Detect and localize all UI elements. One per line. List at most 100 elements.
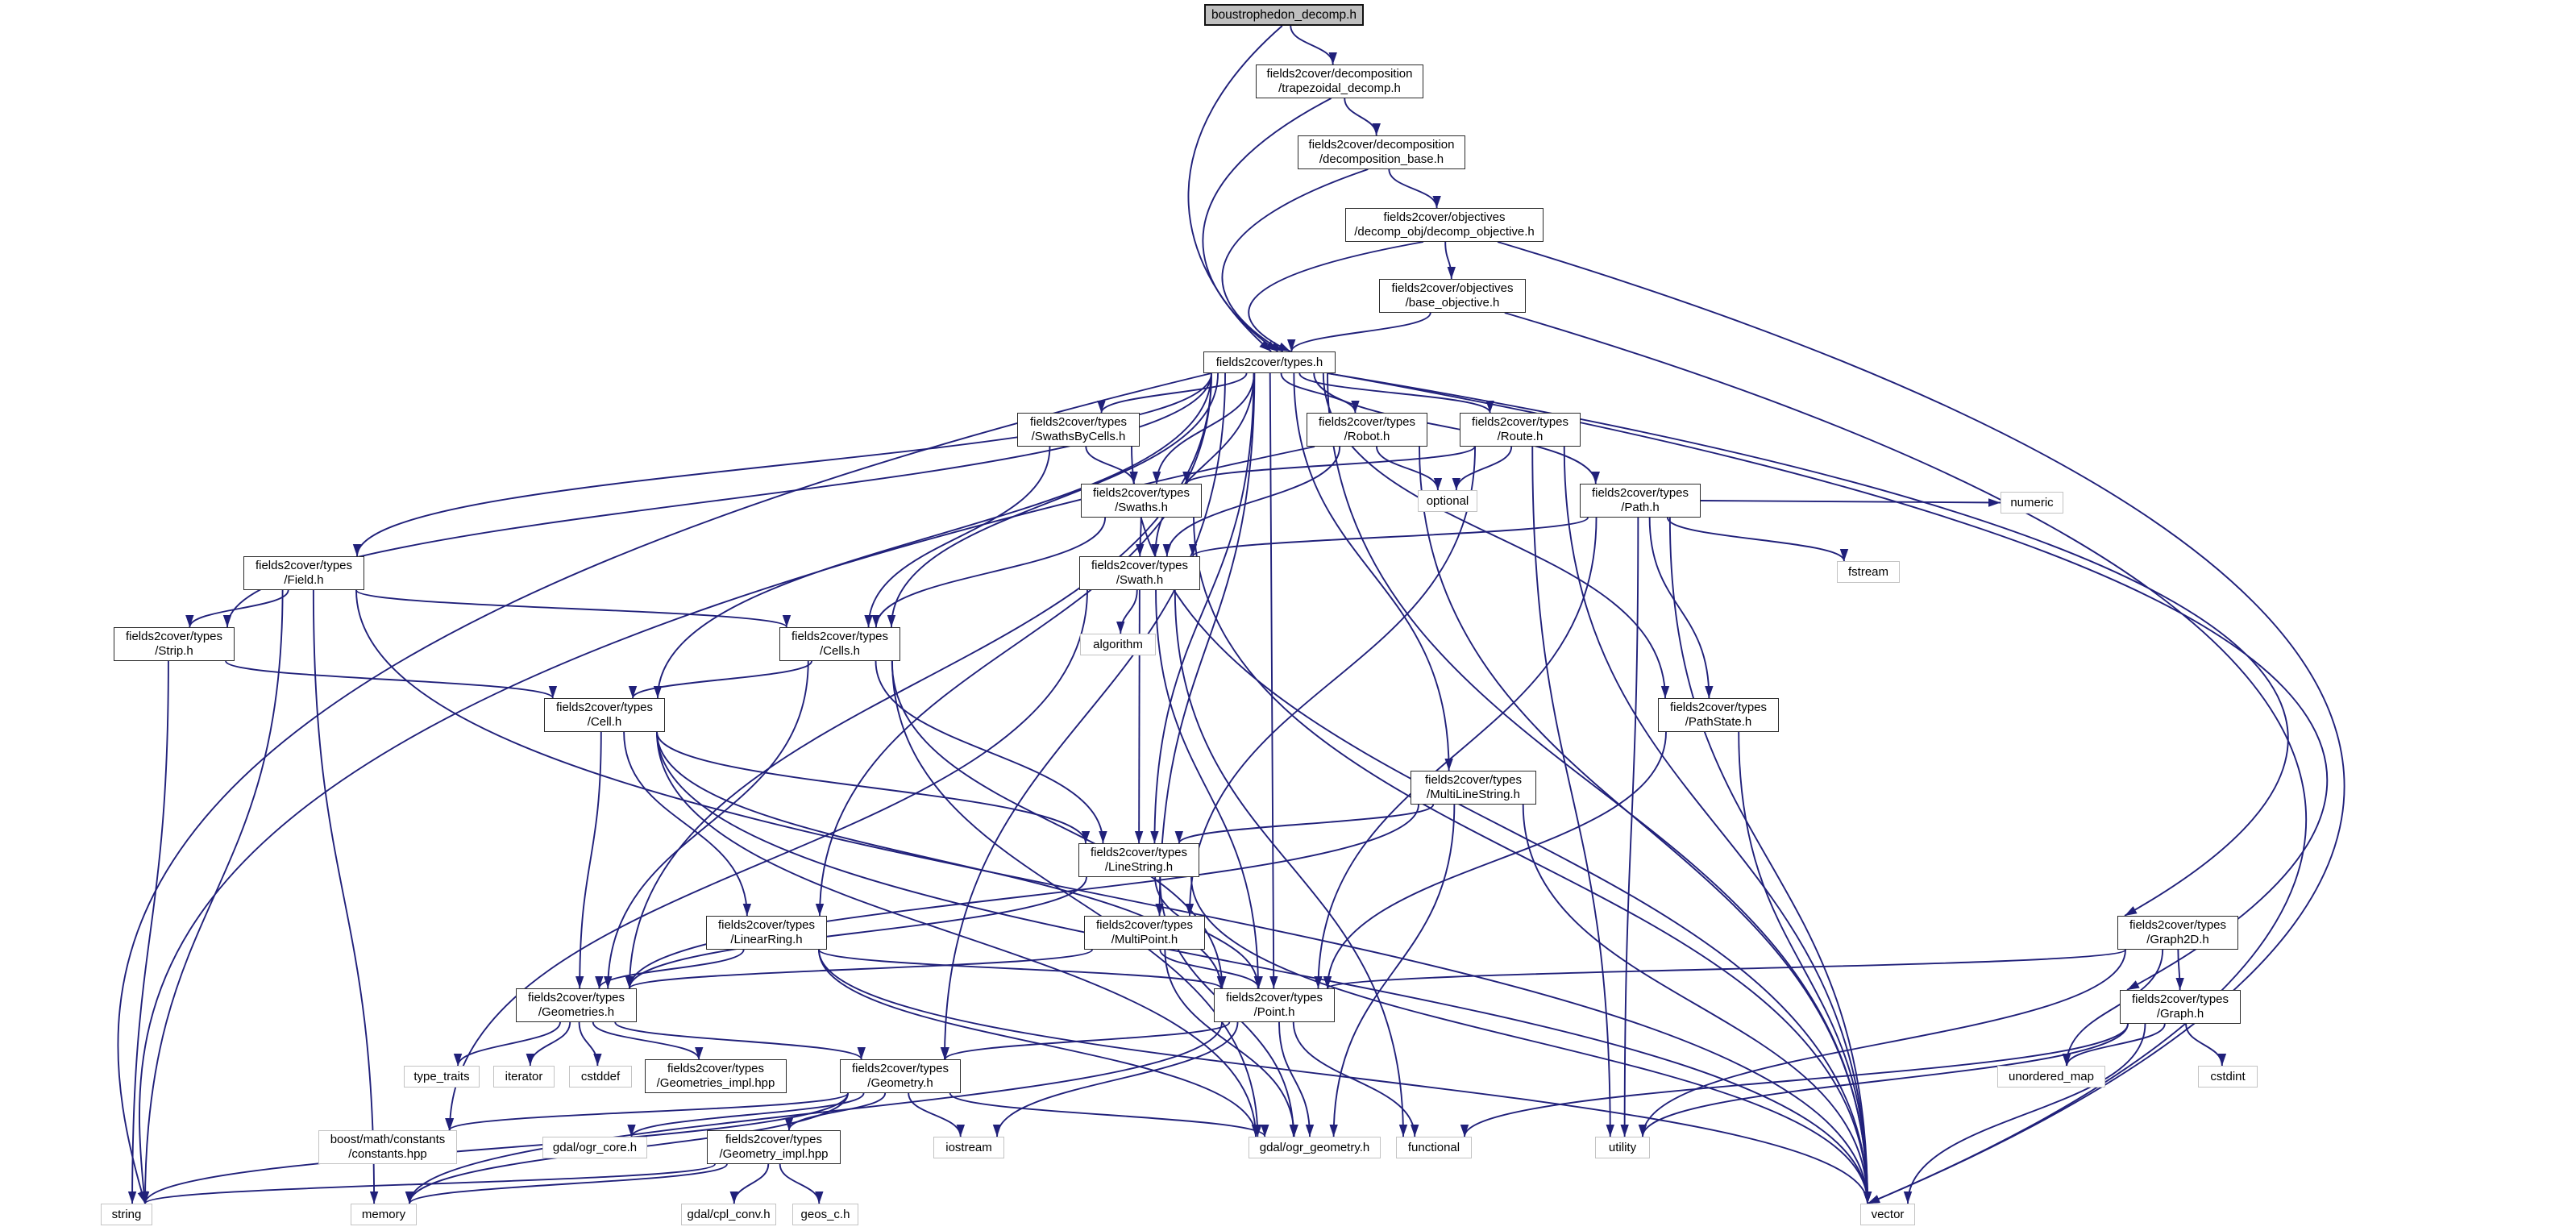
edge-point-memory <box>409 1021 1223 1204</box>
edge-arrowhead <box>2175 978 2184 990</box>
edge-decomp_obj-vector <box>1497 241 2345 1204</box>
graph-node-geometries_impl[interactable]: fields2cover/types/Geometries_impl.hpp <box>645 1059 787 1093</box>
graph-node-graph[interactable]: fields2cover/types/Graph.h <box>2120 990 2241 1024</box>
edge-arrowhead <box>1269 976 1278 988</box>
graph-node-root: boustrophedon_decomp.h <box>1204 4 1364 26</box>
graph-node-cells[interactable]: fields2cover/types/Cells.h <box>779 627 900 661</box>
node-label-line: fields2cover/types <box>791 630 889 643</box>
graph-node-types[interactable]: fields2cover/types.h <box>1203 351 1336 373</box>
edge-arrowhead <box>1174 831 1183 843</box>
edge-arrowhead <box>127 1191 137 1204</box>
graph-node-geos_c: geos_c.h <box>792 1204 858 1225</box>
node-label-line: fields2cover/types <box>1091 559 1189 572</box>
edge-arrowhead <box>1372 123 1381 135</box>
edge-arrowhead <box>2217 1054 2227 1066</box>
edge-arrowhead <box>1452 478 1460 490</box>
edge-arrowhead <box>1099 831 1107 843</box>
edge-graph-utility <box>1642 1023 2129 1137</box>
graph-node-cell[interactable]: fields2cover/types/Cell.h <box>544 698 665 732</box>
edge-root-trapezoidal <box>1290 25 1334 65</box>
edge-arrowhead <box>1290 1125 1298 1137</box>
edge-graph2d-point <box>1327 949 2126 989</box>
edge-types-swath <box>1154 372 1255 557</box>
node-label-line: functional <box>1407 1140 1460 1154</box>
edge-arrowhead <box>625 976 634 988</box>
edge-geometries-geometry <box>614 1021 862 1060</box>
graph-node-geometry_impl[interactable]: fields2cover/types/Geometry_impl.hpp <box>707 1130 841 1164</box>
graph-node-path[interactable]: fields2cover/types/Path.h <box>1580 484 1701 518</box>
node-label-line: vector <box>1871 1207 1905 1221</box>
graph-node-base_obj[interactable]: fields2cover/objectives/base_objective.h <box>1379 279 1526 313</box>
node-label-line: /SwathsByCells.h <box>1031 430 1126 443</box>
edge-arrowhead <box>1903 1191 1913 1204</box>
graph-node-decomp_base[interactable]: fields2cover/decomposition/decomposition… <box>1298 135 1465 169</box>
edge-cell-lring <box>623 731 748 917</box>
node-label-line: fields2cover/types <box>2131 992 2229 1006</box>
edge-route-utility <box>1531 446 1611 1137</box>
graph-node-swaths[interactable]: fields2cover/types/Swaths.h <box>1081 484 1202 518</box>
edge-field-string <box>144 589 284 1204</box>
edge-types-route <box>1298 372 1491 414</box>
edge-path-fstream <box>1667 517 1845 562</box>
graph-node-utility: utility <box>1595 1137 1650 1158</box>
node-label-line: /PathState.h <box>1685 715 1752 729</box>
edge-mls-geometries <box>629 804 1419 989</box>
node-label-line: fields2cover/decomposition <box>1308 138 1455 152</box>
node-label-line: unordered_map <box>2009 1069 2094 1083</box>
node-label-line: fields2cover/types <box>1029 415 1128 429</box>
graph-node-mls[interactable]: fields2cover/types/MultiLineString.h <box>1411 771 1536 805</box>
edge-mls-ogr_geometry <box>1332 804 1456 1137</box>
edge-swathsbycells-vector <box>1131 446 1868 1204</box>
graph-node-decomp_obj[interactable]: fields2cover/objectives/decomp_obj/decom… <box>1345 208 1544 242</box>
edge-arrowhead <box>1460 1125 1469 1137</box>
edge-arrowhead <box>1151 544 1160 556</box>
edge-arrowhead <box>1152 472 1161 484</box>
graph-node-point[interactable]: fields2cover/types/Point.h <box>1214 988 1335 1022</box>
graph-node-graph2d[interactable]: fields2cover/types/Graph2D.h <box>2117 916 2238 950</box>
graph-node-route[interactable]: fields2cover/types/Route.h <box>1460 413 1581 447</box>
edge-cell-ogr_geometry <box>656 731 1257 1137</box>
node-label-line: fields2cover/types <box>255 559 353 572</box>
edge-arrowhead <box>445 1118 454 1130</box>
graph-node-pathstate[interactable]: fields2cover/types/PathState.h <box>1658 698 1779 732</box>
edge-graph-vector <box>1907 1023 2146 1204</box>
node-label-line: fields2cover/types.h <box>1215 355 1323 369</box>
graph-node-field[interactable]: fields2cover/types/Field.h <box>243 556 364 590</box>
node-label-line: iostream <box>945 1140 992 1154</box>
edge-arrowhead <box>628 686 638 698</box>
edge-arrowhead <box>1447 267 1456 279</box>
edge-arrowhead <box>405 1191 414 1204</box>
graph-node-strip[interactable]: fields2cover/types/Strip.h <box>114 627 235 661</box>
graph-node-swathsbycells[interactable]: fields2cover/types/SwathsByCells.h <box>1017 413 1140 447</box>
edge-arrowhead <box>1136 544 1145 556</box>
node-label-line: /Graph.h <box>2156 1007 2204 1021</box>
graph-node-lring[interactable]: fields2cover/types/LinearRing.h <box>706 916 827 950</box>
edge-lring-point <box>818 949 1222 989</box>
edge-route-vector <box>1563 446 1868 1204</box>
edge-swath-functional <box>1174 589 1404 1137</box>
edge-mls-ls <box>1178 804 1435 844</box>
edge-arrowhead <box>2063 1054 2071 1066</box>
graph-node-ls[interactable]: fields2cover/types/LineString.h <box>1078 843 1199 877</box>
edge-arrowhead <box>1162 544 1172 556</box>
edge-arrowhead <box>864 615 873 627</box>
node-label-line: /Swath.h <box>1116 573 1164 587</box>
graph-node-geometries[interactable]: fields2cover/types/Geometries.h <box>516 988 637 1022</box>
graph-node-geometry[interactable]: fields2cover/types/Geometry.h <box>840 1059 961 1093</box>
edge-lring-geometries <box>598 949 745 989</box>
edge-types-cell <box>657 372 1212 699</box>
graph-node-mp[interactable]: fields2cover/types/MultiPoint.h <box>1084 916 1205 950</box>
graph-node-swath[interactable]: fields2cover/types/Swath.h <box>1079 556 1200 590</box>
node-label-line: numeric <box>2010 495 2054 509</box>
edge-geometry_impl-cpl_conv <box>733 1163 770 1204</box>
edge-geometry-ogr_core <box>630 1092 865 1137</box>
node-label-line: fields2cover/types <box>1669 701 1768 714</box>
node-label-line: utility <box>1608 1140 1637 1154</box>
node-label-line: /LineString.h <box>1104 860 1174 874</box>
edge-arrowhead <box>1620 1125 1629 1137</box>
graph-node-trapezoidal[interactable]: fields2cover/decomposition/trapezoidal_d… <box>1256 64 1423 98</box>
edge-arrowhead <box>887 615 896 627</box>
edge-arrowhead <box>1305 1125 1315 1137</box>
node-label-line: memory <box>361 1207 406 1221</box>
graph-node-robot[interactable]: fields2cover/types/Robot.h <box>1307 413 1427 447</box>
